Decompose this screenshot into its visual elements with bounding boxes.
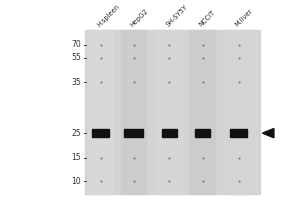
- Bar: [85, 30, 260, 194]
- Bar: [226, 30, 251, 194]
- Text: SH-SY5Y: SH-SY5Y: [165, 4, 189, 28]
- Text: 10: 10: [71, 177, 81, 186]
- Text: 55: 55: [71, 53, 81, 62]
- Polygon shape: [262, 128, 274, 138]
- Text: 25: 25: [71, 129, 81, 138]
- Text: 70: 70: [71, 40, 81, 49]
- Bar: [88, 30, 113, 194]
- Bar: [195, 129, 210, 137]
- Bar: [124, 129, 143, 137]
- Text: NCCIT: NCCIT: [198, 9, 217, 28]
- Text: HepG2: HepG2: [129, 7, 149, 28]
- Bar: [230, 129, 247, 137]
- Bar: [92, 129, 109, 137]
- Bar: [190, 30, 215, 194]
- Bar: [121, 30, 146, 194]
- Bar: [157, 30, 182, 194]
- Text: M.liver: M.liver: [234, 8, 254, 28]
- Text: 15: 15: [71, 153, 81, 162]
- Text: H.spleen: H.spleen: [96, 3, 121, 28]
- Bar: [162, 129, 177, 137]
- Text: 35: 35: [71, 78, 81, 87]
